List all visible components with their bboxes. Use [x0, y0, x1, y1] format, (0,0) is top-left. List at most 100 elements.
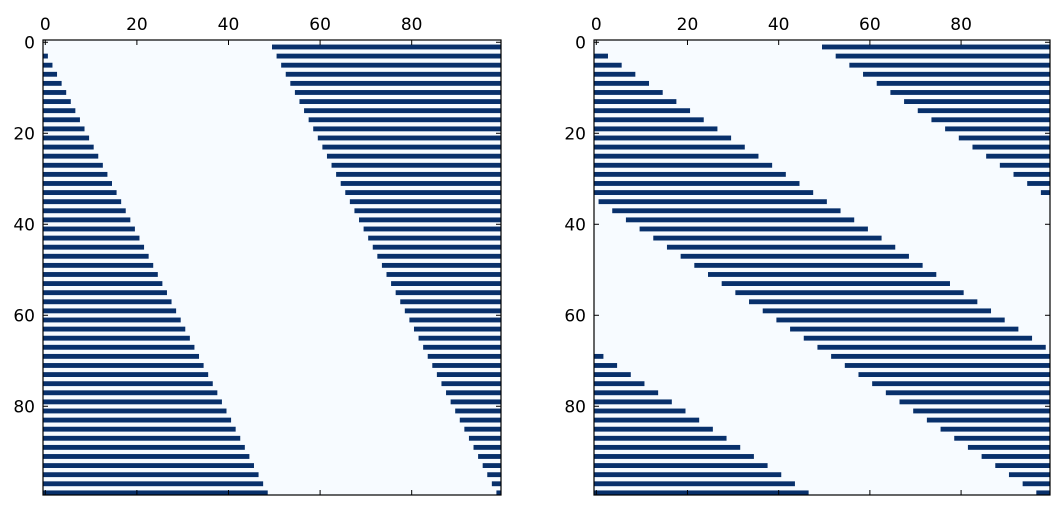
heatmap-cell-run — [354, 208, 502, 214]
heatmap-cell-run — [43, 253, 149, 259]
heatmap-cell-run — [43, 317, 181, 323]
heatmap-cell-run — [872, 381, 1051, 387]
heatmap-cell-run — [999, 162, 1051, 168]
heatmap-cell-run — [926, 417, 1051, 423]
heatmap-cell-run — [43, 62, 53, 68]
axes-frame — [42, 39, 502, 496]
heatmap-cell-run — [945, 126, 1051, 132]
x-tick-label: 40 — [768, 15, 790, 35]
heatmap-cell-run — [331, 162, 502, 168]
heatmap-cell-run — [43, 244, 145, 250]
heatmap-cell-run — [594, 426, 713, 432]
heatmap-cell-run — [340, 181, 502, 186]
heatmap-cell-run — [995, 463, 1051, 468]
heatmap-cell-run — [43, 208, 126, 214]
heatmap-cell-run — [594, 144, 745, 150]
heatmap-cell-run — [43, 80, 62, 86]
heatmap-cell-run — [468, 435, 502, 441]
heatmap-cell-run — [43, 463, 254, 468]
heatmap-cell-run — [272, 44, 502, 50]
heatmap-cell-run — [594, 463, 768, 468]
heatmap-cell-run — [594, 435, 727, 441]
heatmap-cell-run — [427, 353, 502, 359]
heatmap-cell-run — [43, 99, 71, 104]
heatmap-cell-run — [594, 490, 809, 496]
heatmap-cell-run — [43, 117, 80, 123]
heatmap-cell-run — [391, 281, 502, 286]
heatmap-cell-run — [594, 481, 795, 487]
heatmap-cell-run — [612, 208, 841, 214]
heatmap-cell-run — [482, 463, 502, 468]
heatmap-cell-run — [43, 235, 140, 241]
heatmap-cell-run — [594, 126, 718, 132]
heatmap-cell-run — [381, 262, 502, 268]
y-tick-label: 40 — [564, 215, 586, 235]
heatmap-cell-run — [43, 390, 218, 396]
heatmap-cell-run — [299, 99, 502, 104]
heatmap-cell-run — [43, 490, 268, 496]
heatmap-cell-run — [917, 108, 1051, 114]
heatmap-cell-run — [43, 308, 177, 314]
heatmap-cell-run — [450, 399, 502, 405]
heatmap-cell-run — [594, 62, 622, 68]
heatmap-cell-run — [594, 381, 645, 387]
heatmap-cell-run — [625, 217, 855, 223]
y-tick-label: 60 — [564, 306, 586, 326]
heatmap-cell-run — [43, 399, 222, 405]
heatmap-cell-run — [43, 262, 154, 268]
heatmap-cell-run — [43, 454, 250, 459]
heatmap-cell-run — [418, 335, 502, 341]
heatmap-cell-run — [363, 226, 502, 232]
heatmap-cell-run — [1040, 190, 1051, 195]
heatmap-cell-run — [43, 472, 259, 478]
heatmap-cell-run — [43, 71, 58, 77]
heatmap-cell-run — [849, 62, 1051, 68]
heatmap-cell-run — [817, 344, 1046, 350]
heatmap-panel-right: 00 20 20 40 40 60 60 80 80 — [564, 15, 1051, 496]
heatmap-cell-run — [594, 171, 786, 177]
heatmap-cell-run — [372, 244, 502, 250]
heatmap-cell-run — [441, 381, 502, 387]
heatmap-cell-run — [594, 372, 631, 377]
heatmap-cell-run — [395, 290, 502, 296]
heatmap-cell-run — [735, 290, 964, 296]
heatmap-cell-run — [473, 444, 502, 450]
heatmap-cell-run — [43, 344, 195, 350]
heatmap-cell-run — [43, 363, 204, 368]
heatmap-cell-run — [326, 153, 502, 159]
heatmap-cell-run — [43, 272, 158, 277]
heatmap-cell-run — [43, 135, 90, 141]
heatmap-cell-run — [43, 226, 135, 232]
heatmap-cell-run — [43, 153, 99, 159]
heatmap-cell-run — [349, 199, 502, 205]
heatmap-cell-run — [336, 171, 502, 177]
heatmap-cell-run — [43, 108, 76, 114]
heatmap-cell-run — [762, 308, 992, 314]
heatmap-cell-run — [404, 308, 502, 314]
heatmap-cell-run — [436, 372, 502, 377]
heatmap-cell-run — [594, 99, 677, 104]
heatmap-cell-run — [285, 71, 502, 77]
heatmap-cell-run — [276, 53, 502, 59]
y-tick-label: 80 — [13, 397, 35, 417]
heatmap-cell-run — [913, 408, 1051, 414]
x-tick-label: 60 — [859, 15, 881, 35]
heatmap-cell-run — [1013, 171, 1051, 177]
heatmap-cell-run — [931, 117, 1051, 123]
heatmap-cell-run — [455, 408, 502, 414]
heatmap-cell-run — [43, 126, 85, 132]
heatmap-cell-run — [954, 435, 1051, 441]
heatmap-cell-run — [317, 135, 502, 141]
heatmap-cell-run — [803, 335, 1033, 341]
heatmap-cell-run — [43, 290, 167, 296]
x-tick-label: 60 — [309, 15, 331, 35]
heatmap-cell-run — [594, 363, 618, 368]
heatmap-cell-run — [400, 299, 502, 305]
heatmap-cell-run — [43, 326, 186, 332]
y-tick-label: 80 — [564, 397, 586, 417]
heatmap-cell-run — [43, 426, 236, 432]
heatmap-cell-run — [1022, 481, 1051, 487]
heatmap-cell-run — [459, 417, 502, 423]
heatmap-cell-run — [594, 408, 686, 414]
x-tick-label: 40 — [218, 15, 240, 35]
